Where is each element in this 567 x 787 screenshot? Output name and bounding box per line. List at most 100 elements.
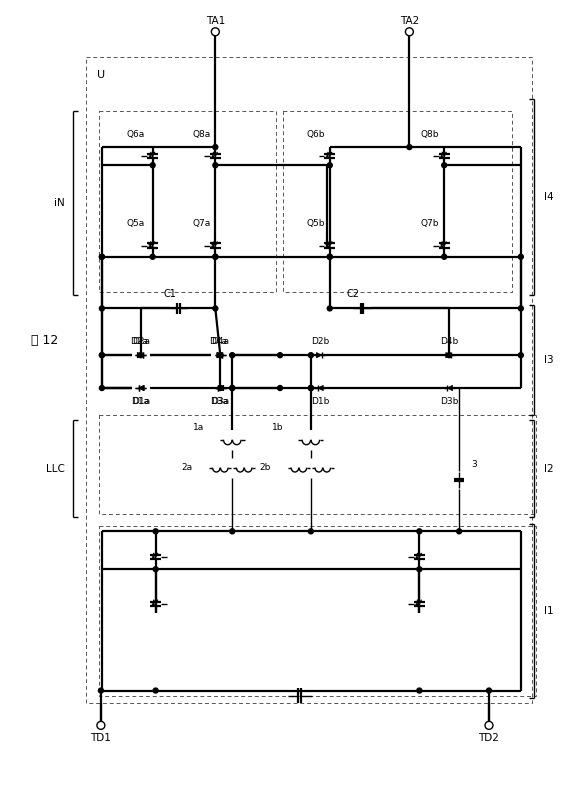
Circle shape (308, 386, 314, 390)
Circle shape (417, 529, 422, 534)
Circle shape (150, 163, 155, 168)
Circle shape (417, 688, 422, 693)
Text: TA1: TA1 (206, 16, 225, 26)
Text: iN: iN (54, 198, 65, 209)
Text: l1: l1 (544, 607, 553, 616)
Circle shape (218, 353, 223, 357)
Polygon shape (217, 353, 222, 358)
Text: D4a: D4a (209, 337, 227, 345)
Circle shape (99, 254, 104, 259)
Circle shape (211, 28, 219, 35)
Circle shape (99, 254, 104, 259)
Polygon shape (440, 244, 443, 248)
Text: 1b: 1b (272, 423, 283, 432)
Text: TD1: TD1 (91, 733, 111, 743)
Text: D2a: D2a (130, 337, 148, 345)
Text: Q8b: Q8b (421, 130, 439, 139)
Bar (86, 57, 532, 704)
Circle shape (213, 306, 218, 311)
Circle shape (277, 353, 282, 357)
Text: D2b: D2b (311, 337, 329, 345)
Polygon shape (415, 602, 419, 606)
Text: l4: l4 (544, 193, 553, 202)
Circle shape (97, 722, 105, 730)
Circle shape (99, 353, 104, 357)
Text: TD2: TD2 (479, 733, 500, 743)
Circle shape (230, 529, 235, 534)
Circle shape (99, 386, 104, 390)
Text: D3a: D3a (210, 397, 229, 406)
Circle shape (213, 163, 218, 168)
Circle shape (518, 353, 523, 357)
Circle shape (153, 529, 158, 534)
Text: C1: C1 (164, 290, 176, 300)
Circle shape (99, 688, 103, 693)
Circle shape (456, 529, 462, 534)
Circle shape (327, 163, 332, 168)
Circle shape (99, 306, 104, 311)
Circle shape (447, 353, 452, 357)
Polygon shape (316, 353, 322, 358)
Bar (283, 112, 512, 293)
Text: Q5a: Q5a (126, 220, 145, 228)
Polygon shape (139, 386, 144, 390)
Circle shape (407, 145, 412, 150)
Polygon shape (149, 244, 152, 248)
Bar (99, 527, 536, 696)
Text: D3a: D3a (211, 397, 230, 406)
Circle shape (150, 254, 155, 259)
Polygon shape (218, 386, 224, 390)
Text: D2a: D2a (132, 337, 150, 345)
Text: Q6a: Q6a (126, 130, 145, 139)
Text: l3: l3 (544, 355, 553, 365)
Text: 1a: 1a (193, 423, 204, 432)
Text: l2: l2 (544, 464, 553, 474)
Circle shape (442, 163, 447, 168)
Circle shape (442, 254, 447, 259)
Polygon shape (318, 386, 323, 390)
Circle shape (308, 353, 314, 357)
Polygon shape (151, 602, 155, 606)
Text: TA2: TA2 (400, 16, 419, 26)
Text: LLC: LLC (46, 464, 65, 474)
Circle shape (308, 529, 314, 534)
Circle shape (308, 386, 314, 390)
Polygon shape (217, 353, 222, 358)
Circle shape (277, 386, 282, 390)
Circle shape (417, 567, 422, 571)
Polygon shape (325, 154, 329, 158)
Circle shape (218, 386, 223, 390)
Polygon shape (137, 353, 143, 358)
Text: D1a: D1a (132, 397, 150, 406)
Text: Q6b: Q6b (306, 130, 325, 139)
Circle shape (138, 353, 143, 357)
Polygon shape (440, 154, 443, 158)
Circle shape (327, 254, 332, 259)
Text: 3: 3 (471, 460, 477, 469)
Circle shape (153, 567, 158, 571)
Polygon shape (218, 386, 224, 390)
Circle shape (99, 353, 104, 357)
Polygon shape (325, 244, 329, 248)
Text: Q7b: Q7b (421, 220, 439, 228)
Text: 2b: 2b (260, 463, 271, 472)
Polygon shape (211, 154, 215, 158)
Circle shape (518, 254, 523, 259)
Text: D1b: D1b (311, 397, 329, 406)
Text: D1a: D1a (131, 397, 149, 406)
Polygon shape (446, 353, 451, 358)
Circle shape (213, 254, 218, 259)
Circle shape (230, 353, 235, 357)
Text: Q7a: Q7a (192, 220, 210, 228)
Polygon shape (139, 386, 144, 390)
Circle shape (213, 145, 218, 150)
Bar (99, 415, 536, 515)
Polygon shape (149, 154, 152, 158)
Text: 図 12: 図 12 (31, 334, 58, 347)
Text: D4b: D4b (440, 337, 458, 345)
Circle shape (230, 386, 235, 390)
Circle shape (230, 386, 235, 390)
Circle shape (405, 28, 413, 35)
Text: Q5b: Q5b (306, 220, 325, 228)
Text: U: U (97, 69, 105, 79)
